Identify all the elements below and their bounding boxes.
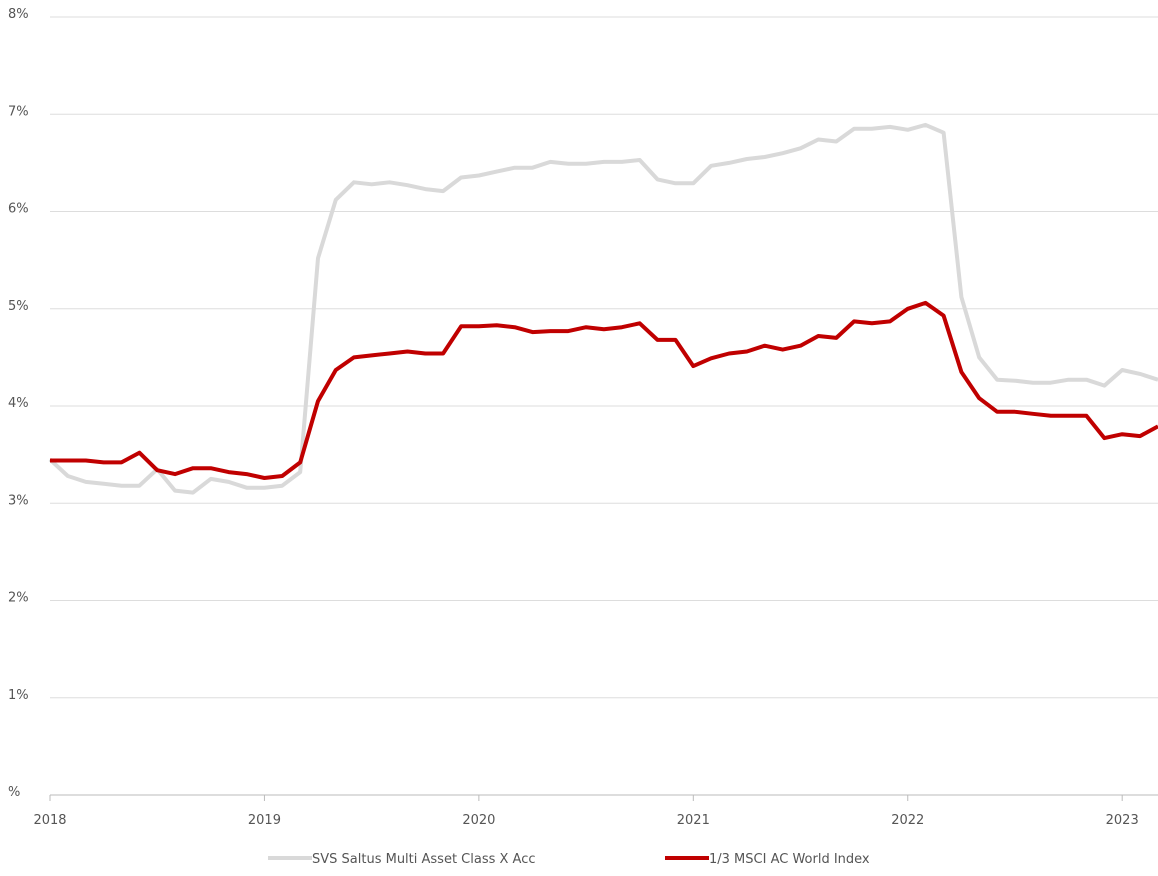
x-tick-label: 2020 bbox=[462, 813, 495, 828]
y-tick-label: 4% bbox=[8, 396, 29, 411]
y-tick-label: % bbox=[8, 785, 20, 800]
x-tick-label: 2018 bbox=[33, 813, 66, 828]
x-tick-label: 2019 bbox=[248, 813, 281, 828]
y-tick-label: 6% bbox=[8, 202, 29, 217]
series-line bbox=[50, 300, 1158, 480]
y-tick-label: 8% bbox=[8, 7, 29, 22]
y-tick-label: 2% bbox=[8, 591, 29, 606]
y-tick-label: 5% bbox=[8, 299, 29, 314]
series-line bbox=[48, 122, 1158, 495]
x-tick-label: 2023 bbox=[1106, 813, 1139, 828]
x-tick-label: 2021 bbox=[677, 813, 710, 828]
y-tick-label: 3% bbox=[8, 493, 29, 508]
legend-label: SVS Saltus Multi Asset Class X Acc bbox=[312, 852, 536, 867]
x-tick-label: 2022 bbox=[891, 813, 924, 828]
y-tick-label: 1% bbox=[8, 688, 29, 703]
legend-label: 1/3 MSCI AC World Index bbox=[709, 852, 870, 867]
y-tick-label: 7% bbox=[8, 104, 29, 119]
